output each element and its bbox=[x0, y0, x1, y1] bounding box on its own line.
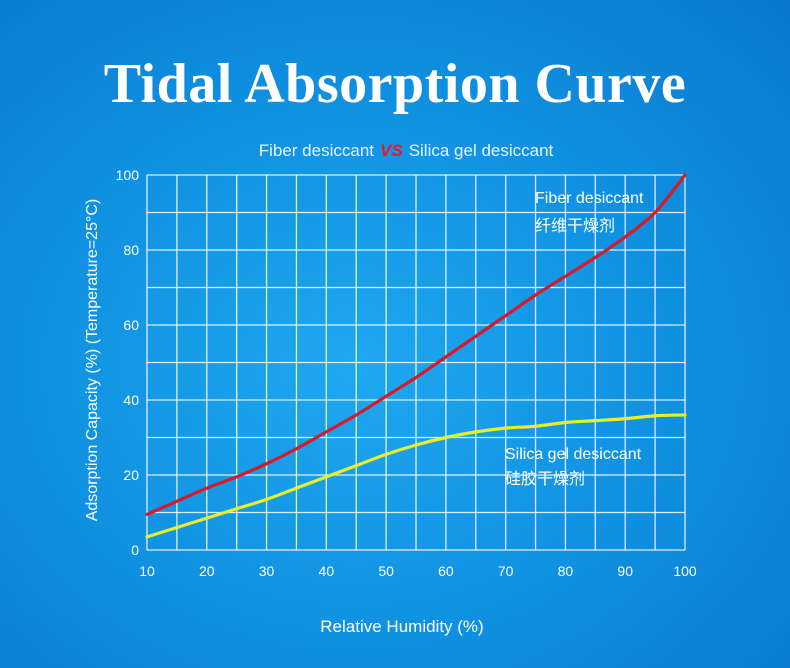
page-title: Tidal Absorption Curve bbox=[103, 53, 687, 115]
x-tick-labels: 10 20 30 40 50 60 70 80 90 100 bbox=[139, 563, 697, 579]
y-tick-labels: 0 20 40 60 80 100 bbox=[116, 167, 140, 558]
x-tick-label: 70 bbox=[498, 563, 514, 579]
y-tick-label: 80 bbox=[123, 242, 139, 258]
fiber-series-label: Fiber desiccant bbox=[535, 190, 644, 207]
y-tick-label: 40 bbox=[123, 392, 139, 408]
x-tick-label: 60 bbox=[438, 563, 454, 579]
subtitle-vs: VS bbox=[380, 141, 403, 160]
x-tick-label: 50 bbox=[378, 563, 394, 579]
y-tick-label: 100 bbox=[116, 167, 140, 183]
x-axis-label: Relative Humidity (%) bbox=[320, 617, 483, 636]
series-labels: Fiber desiccant 纤维干燥剂 Silica gel desiccant… bbox=[505, 190, 644, 488]
series-lines bbox=[145, 173, 687, 539]
y-tick-label: 0 bbox=[131, 542, 139, 558]
subtitle-left: Fiber desiccant bbox=[258, 141, 374, 160]
x-tick-label: 30 bbox=[259, 563, 275, 579]
silica-series-label: Silica gel desiccant bbox=[505, 446, 642, 463]
y-axis-label: Adsorption Capacity (%) (Temperature=25°… bbox=[84, 199, 101, 522]
x-tick-label: 40 bbox=[319, 563, 335, 579]
fiber-series-line bbox=[145, 173, 687, 516]
y-tick-label: 20 bbox=[123, 467, 139, 483]
silica-series-label-cn: 硅胶干燥剂 bbox=[505, 470, 585, 488]
chart-subtitle: Fiber desiccant VS Silica gel desiccant bbox=[0, 141, 790, 161]
x-tick-label: 80 bbox=[558, 563, 574, 579]
x-tick-label: 10 bbox=[139, 563, 155, 579]
y-tick-label: 60 bbox=[123, 317, 139, 333]
x-tick-label: 90 bbox=[617, 563, 633, 579]
x-tick-label: 100 bbox=[673, 563, 697, 579]
subtitle-right: Silica gel desiccant bbox=[408, 141, 554, 160]
silica-series-line bbox=[145, 413, 687, 539]
x-tick-label: 20 bbox=[199, 563, 215, 579]
fiber-series-label-cn: 纤维干燥剂 bbox=[535, 217, 615, 235]
